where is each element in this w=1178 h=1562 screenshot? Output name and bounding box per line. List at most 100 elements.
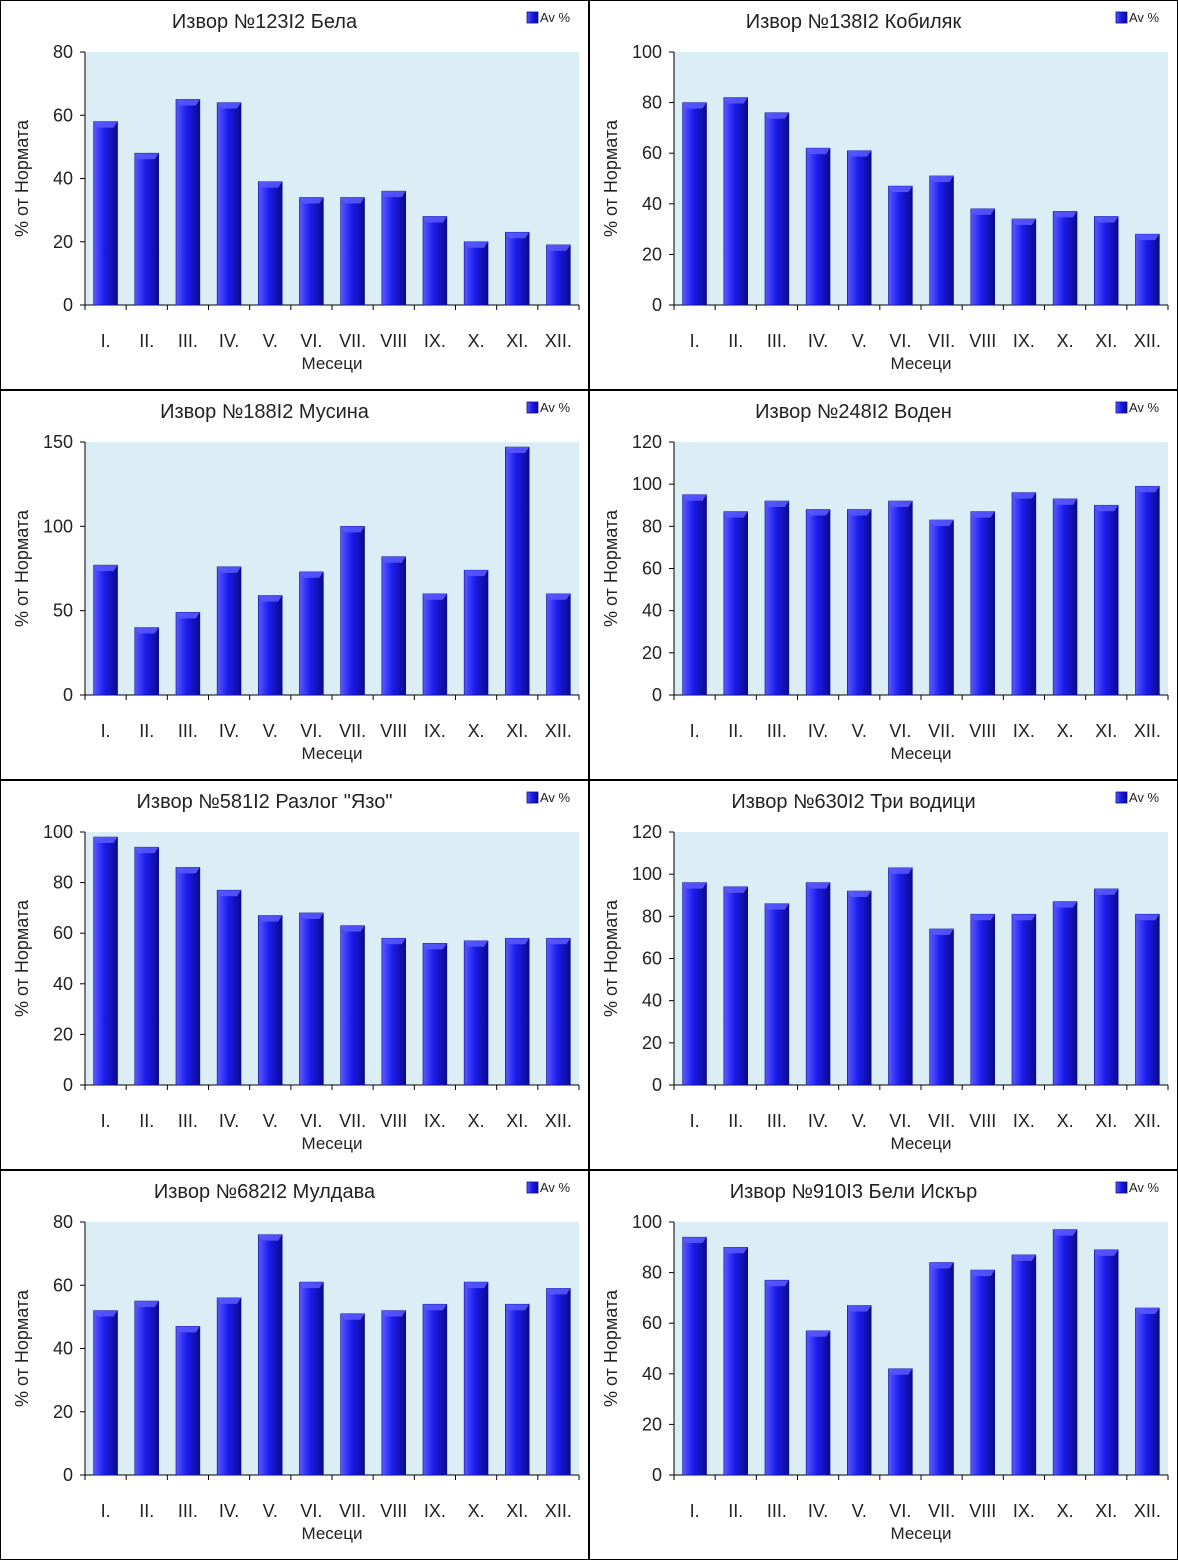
bar: [1052, 1229, 1078, 1476]
bar: [847, 890, 872, 1086]
y-tick-label: 0: [63, 295, 73, 315]
bar-top: [1135, 234, 1160, 241]
x-tick-label: XI.: [1095, 1111, 1117, 1131]
y-tick-label: 60: [53, 923, 73, 943]
bar-top: [888, 1368, 913, 1375]
bar: [216, 566, 242, 696]
bar-top: [1053, 211, 1078, 218]
bar: [381, 937, 406, 1086]
bar-top: [847, 1305, 872, 1312]
bar-top: [682, 1237, 707, 1244]
bar: [134, 152, 159, 306]
bar: [340, 925, 365, 1086]
x-tick-label: I.: [101, 721, 111, 741]
x-tick-label: XII.: [1134, 721, 1161, 741]
x-tick-label: I.: [101, 331, 111, 351]
x-tick-label: VIII: [380, 331, 407, 351]
bar-top: [847, 509, 872, 516]
bar: [723, 886, 748, 1086]
bar-top: [217, 102, 242, 109]
y-axis-label: % от Нормата: [601, 509, 621, 627]
bar: [847, 509, 872, 696]
bar-top: [299, 912, 324, 919]
y-tick-label: 40: [642, 194, 662, 214]
x-tick-label: VIII: [969, 1501, 996, 1521]
bar-top: [546, 938, 571, 945]
bar-top: [217, 890, 242, 897]
bar-top: [505, 938, 530, 945]
x-tick-label: VIII: [969, 331, 996, 351]
x-tick-label: III.: [767, 1111, 787, 1131]
legend-swatch: [1115, 401, 1128, 414]
x-tick-label: IV.: [808, 721, 828, 741]
bar: [340, 1313, 365, 1476]
x-tick-label: V.: [852, 1111, 867, 1131]
bar: [929, 519, 954, 696]
bar-top: [1094, 216, 1119, 223]
bar-top: [682, 102, 707, 109]
x-tick-label: V.: [263, 721, 278, 741]
legend-swatch: [1115, 11, 1128, 24]
bar: [764, 112, 790, 306]
x-tick-label: III.: [767, 1501, 787, 1521]
bar-top: [1011, 914, 1036, 921]
y-tick-label: 40: [53, 974, 73, 994]
y-tick-label: 0: [63, 685, 73, 705]
bar: [546, 937, 571, 1086]
bar: [1135, 233, 1160, 306]
bar: [258, 1234, 283, 1476]
bar: [381, 190, 406, 306]
bar-top: [340, 925, 365, 932]
chart-title: Извор №581I2 Разлог "Язо": [137, 791, 393, 813]
bar-top: [970, 511, 995, 518]
bar: [723, 1247, 748, 1476]
x-tick-label: III.: [767, 331, 787, 351]
bar: [546, 1288, 571, 1476]
legend-label: Av %: [540, 10, 571, 25]
bar: [1135, 485, 1160, 696]
x-tick-label: VII.: [339, 721, 366, 741]
x-tick-label: II.: [728, 721, 743, 741]
bar: [682, 882, 707, 1086]
y-tick-label: 0: [652, 1075, 662, 1095]
bar: [299, 1281, 324, 1476]
x-tick-label: VII.: [928, 1111, 955, 1131]
bar: [970, 913, 995, 1086]
x-tick-label: IV.: [808, 331, 828, 351]
bar: [1135, 1307, 1160, 1476]
chart-title: Извор №682I2 Мулдава: [154, 1181, 376, 1203]
legend-label: Av %: [540, 790, 571, 805]
bar-top: [422, 1304, 447, 1311]
y-tick-label: 100: [43, 822, 73, 842]
x-tick-label: V.: [852, 1501, 867, 1521]
bar: [1052, 211, 1078, 306]
x-tick-label: VI.: [300, 331, 322, 351]
x-tick-label: IX.: [1013, 1501, 1035, 1521]
x-tick-label: XI.: [1095, 331, 1117, 351]
bar-top: [1094, 888, 1119, 895]
x-tick-label: IV.: [219, 1501, 239, 1521]
bar-top: [464, 241, 489, 248]
y-tick-label: 20: [642, 1033, 662, 1053]
y-tick-label: 60: [642, 949, 662, 969]
x-tick-label: XII.: [545, 1501, 572, 1521]
x-tick-label: II.: [728, 331, 743, 351]
y-axis-label: % от Нормата: [12, 899, 32, 1017]
bar: [764, 903, 790, 1086]
chart-title: Извор №188I2 Мусина: [160, 401, 370, 423]
bar: [805, 1330, 831, 1476]
x-tick-label: X.: [1057, 1501, 1074, 1521]
x-axis-label: Месеци: [891, 1524, 952, 1543]
x-tick-label: XI.: [1095, 1501, 1117, 1521]
bar-top: [1053, 498, 1078, 505]
bar: [1011, 218, 1037, 306]
x-tick-label: VII.: [928, 721, 955, 741]
bar: [1135, 913, 1160, 1086]
bar-top: [888, 501, 913, 508]
bar: [505, 446, 530, 696]
y-tick-label: 0: [63, 1075, 73, 1095]
bar: [764, 500, 790, 696]
bar: [422, 1303, 448, 1476]
x-tick-label: IX.: [1013, 331, 1035, 351]
x-tick-label: VI.: [889, 331, 911, 351]
